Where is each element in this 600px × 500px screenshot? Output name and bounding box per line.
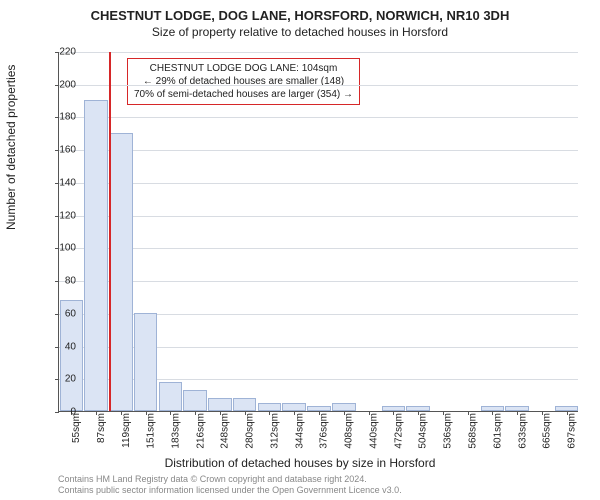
x-tick-label: 504sqm	[418, 413, 429, 449]
histogram-bar	[233, 398, 257, 411]
x-tick-label: 216sqm	[195, 413, 206, 449]
gridline	[59, 52, 578, 53]
x-tick-label: 87sqm	[96, 413, 107, 443]
x-tick-label: 697sqm	[567, 413, 578, 449]
x-tick-label: 633sqm	[517, 413, 528, 449]
x-tick-label: 183sqm	[170, 413, 181, 449]
footer-line1: Contains HM Land Registry data © Crown c…	[58, 474, 402, 485]
chart-title: CHESTNUT LODGE, DOG LANE, HORSFORD, NORW…	[0, 0, 600, 23]
x-tick-label: 665sqm	[542, 413, 553, 449]
gridline	[59, 117, 578, 118]
x-axis-label: Distribution of detached houses by size …	[0, 456, 600, 470]
histogram-bar	[332, 403, 356, 411]
x-tick-label: 55sqm	[71, 413, 82, 443]
x-tick-label: 472sqm	[393, 413, 404, 449]
gridline	[59, 183, 578, 184]
histogram-bar	[84, 100, 108, 411]
y-tick-label: 40	[46, 341, 76, 352]
y-tick-label: 140	[46, 177, 76, 188]
annotation-line1: CHESTNUT LODGE DOG LANE: 104sqm	[134, 62, 353, 75]
y-tick-label: 80	[46, 276, 76, 287]
x-tick-label: 312sqm	[269, 413, 280, 449]
y-tick-label: 100	[46, 243, 76, 254]
x-tick-label: 601sqm	[492, 413, 503, 449]
histogram-bar	[134, 313, 158, 411]
x-tick-label: 248sqm	[220, 413, 231, 449]
y-tick-label: 200	[46, 79, 76, 90]
x-tick-label: 119sqm	[121, 413, 132, 448]
footer-line2: Contains public sector information licen…	[58, 485, 402, 496]
annotation-line2: ← 29% of detached houses are smaller (14…	[134, 75, 353, 88]
x-tick-label: 408sqm	[344, 413, 355, 449]
histogram-bar	[282, 403, 306, 411]
chart-subtitle: Size of property relative to detached ho…	[0, 23, 600, 39]
y-tick-label: 220	[46, 47, 76, 58]
histogram-bar	[109, 133, 133, 411]
y-tick-label: 60	[46, 308, 76, 319]
chart-container: CHESTNUT LODGE, DOG LANE, HORSFORD, NORW…	[0, 0, 600, 500]
marker-line	[109, 52, 111, 411]
annotation-line3: 70% of semi-detached houses are larger (…	[134, 88, 353, 101]
x-tick-label: 440sqm	[369, 413, 380, 449]
histogram-bar	[258, 403, 282, 411]
y-tick-label: 20	[46, 374, 76, 385]
gridline	[59, 216, 578, 217]
histogram-bar	[183, 390, 207, 411]
gridline	[59, 85, 578, 86]
x-tick-label: 536sqm	[443, 413, 454, 449]
footer-text: Contains HM Land Registry data © Crown c…	[58, 474, 402, 496]
x-tick-label: 376sqm	[319, 413, 330, 449]
y-tick-label: 180	[46, 112, 76, 123]
plot-area: CHESTNUT LODGE DOG LANE: 104sqm ← 29% of…	[58, 52, 578, 412]
gridline	[59, 150, 578, 151]
y-tick-label: 120	[46, 210, 76, 221]
y-tick-label: 160	[46, 145, 76, 156]
gridline	[59, 248, 578, 249]
y-tick-label: 0	[46, 407, 76, 418]
x-tick-label: 568sqm	[468, 413, 479, 449]
x-tick-label: 151sqm	[146, 413, 157, 449]
histogram-bar	[208, 398, 232, 411]
annotation-box: CHESTNUT LODGE DOG LANE: 104sqm ← 29% of…	[127, 58, 360, 105]
x-tick-label: 280sqm	[245, 413, 256, 449]
y-axis-label: Number of detached properties	[4, 65, 18, 230]
histogram-bar	[159, 382, 183, 411]
x-tick-label: 344sqm	[294, 413, 305, 449]
gridline	[59, 281, 578, 282]
